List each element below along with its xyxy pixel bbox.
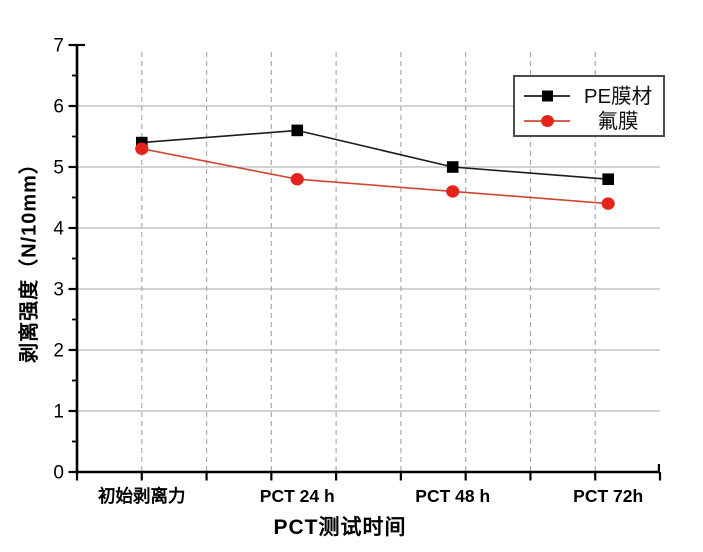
legend-label: 氟膜 — [598, 110, 639, 133]
y-tick-label: 3 — [53, 280, 64, 301]
circle-marker — [601, 197, 615, 210]
x-axis-ticks — [75, 472, 662, 481]
legend-label: PE膜材 — [584, 85, 652, 108]
series-2 — [135, 142, 615, 210]
x-tick-label: PCT 72h — [573, 486, 643, 506]
series-1-line — [141, 129, 609, 180]
x-tick-label: 初始剥离力 — [98, 486, 186, 506]
square-marker — [602, 173, 614, 185]
y-tick-label: 4 — [53, 219, 64, 240]
horizontal-gridlines — [77, 105, 660, 412]
x-axis-title: PCT测试时间 — [273, 516, 407, 539]
legend-square-marker — [542, 90, 553, 102]
x-tick-label: PCT 48 h — [415, 486, 490, 506]
circle-marker — [135, 142, 149, 155]
y-tick-label: 0 — [53, 463, 64, 484]
square-marker — [446, 161, 459, 173]
y-tick-label: 5 — [53, 158, 64, 179]
y-axis-title: 剥离强度（N/10mm） — [18, 153, 41, 363]
legend-circle-marker — [541, 115, 554, 127]
y-tick-label: 1 — [53, 402, 64, 423]
square-marker — [291, 124, 304, 137]
y-axis-ticks — [68, 43, 77, 474]
series-2-line — [141, 147, 609, 205]
y-tick-label: 7 — [53, 36, 64, 57]
y-axis-tick-labels: 0 1 2 3 4 5 6 7 — [53, 36, 64, 484]
y-tick-label: 6 — [53, 97, 64, 118]
circle-marker — [290, 173, 304, 186]
x-axis-tick-labels: 初始剥离力 PCT 24 h PCT 48 h PCT 72h — [98, 486, 643, 506]
vertical-gridlines — [141, 52, 596, 472]
legend-box — [513, 75, 665, 137]
y-tick-label: 2 — [53, 341, 64, 362]
x-tick-label: PCT 24 h — [260, 486, 335, 506]
circle-marker — [446, 185, 460, 198]
